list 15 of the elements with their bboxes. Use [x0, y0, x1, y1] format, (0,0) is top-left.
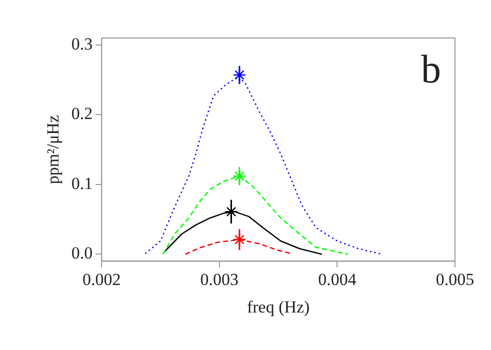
- x-tick-label: 0.004: [318, 270, 357, 289]
- annotation: b: [421, 46, 441, 92]
- point: [224, 205, 238, 218]
- point: [232, 232, 246, 246]
- y-tick-label: 0.0: [71, 244, 93, 263]
- y-tick-label: 0.3: [71, 34, 93, 54]
- point: [232, 169, 246, 183]
- x-tick-label: 0.005: [436, 270, 474, 289]
- y-axis-title: ppm²/μHz: [44, 114, 63, 184]
- y-tick-label: 0.2: [71, 104, 93, 124]
- y-tick-label: 0.1: [71, 174, 93, 193]
- x-tick-label: 0.003: [200, 270, 239, 289]
- x-axis-title: freq (Hz): [246, 297, 310, 316]
- point: [232, 68, 246, 82]
- x-tick-label: 0.002: [82, 270, 121, 289]
